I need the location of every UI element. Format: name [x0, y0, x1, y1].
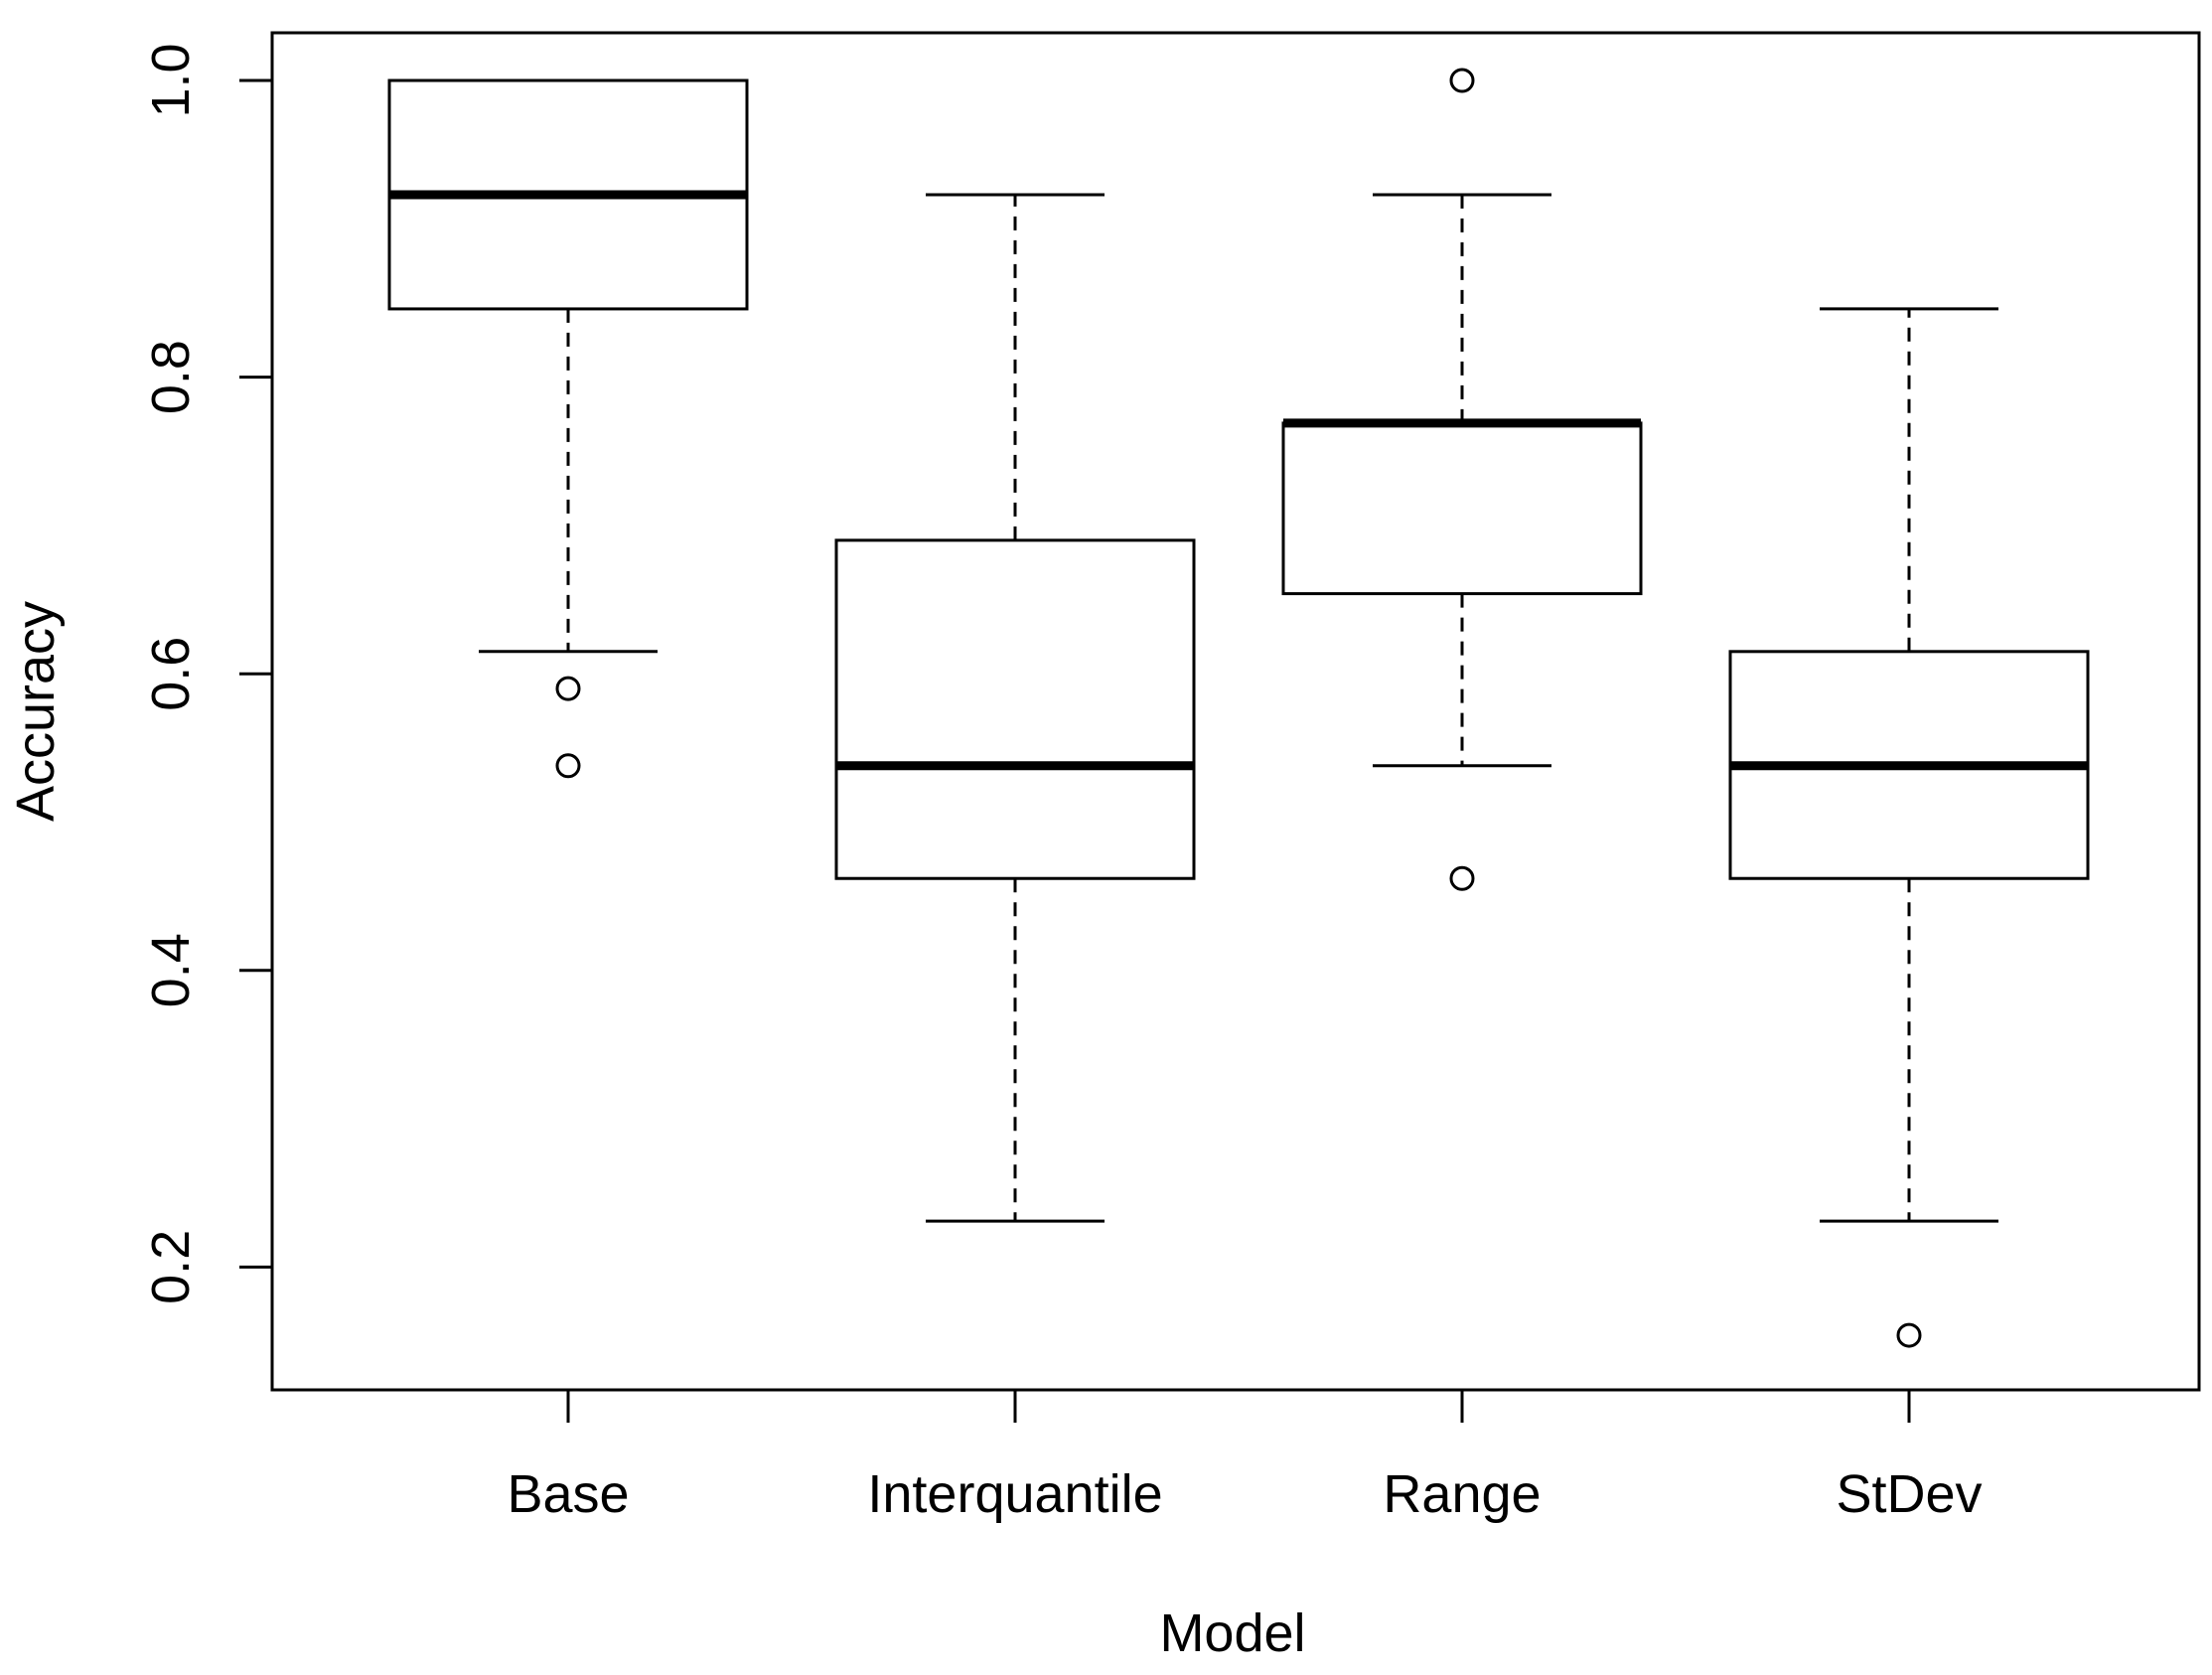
outlier-point	[1449, 865, 1475, 891]
boxes-layer	[387, 68, 2090, 1348]
x-tick-label: Interquantile	[867, 1464, 1162, 1524]
y-axis: 0.2 0.4 0.6 0.8 1.0	[141, 43, 272, 1304]
y-tick-label: 1.0	[141, 43, 201, 117]
y-tick-label: 0.2	[141, 1230, 201, 1304]
x-tick-label: Base	[507, 1464, 629, 1524]
box-group-stdev	[1728, 307, 2090, 1348]
outlier-point	[555, 676, 581, 701]
plot-frame	[270, 31, 2201, 1392]
outlier-point	[1896, 1322, 1922, 1348]
outlier-point	[1449, 68, 1475, 93]
x-tick-label: StDev	[1836, 1464, 1982, 1524]
outlier-point	[555, 753, 581, 779]
y-tick-label: 0.6	[141, 637, 201, 711]
y-axis-title: Accuracy	[6, 601, 66, 822]
box-group-base	[387, 78, 749, 779]
box-group-interquantile	[834, 193, 1196, 1223]
y-tick-label: 0.4	[141, 933, 201, 1007]
x-axis: Base Interquantile Range StDev	[507, 1390, 1983, 1524]
x-axis-title: Model	[1159, 1603, 1305, 1663]
x-tick-label: Range	[1383, 1464, 1541, 1524]
box-iqr	[834, 538, 1196, 880]
box-group-range	[1281, 68, 1643, 891]
box-iqr	[1281, 421, 1643, 596]
y-tick-label: 0.8	[141, 340, 201, 414]
